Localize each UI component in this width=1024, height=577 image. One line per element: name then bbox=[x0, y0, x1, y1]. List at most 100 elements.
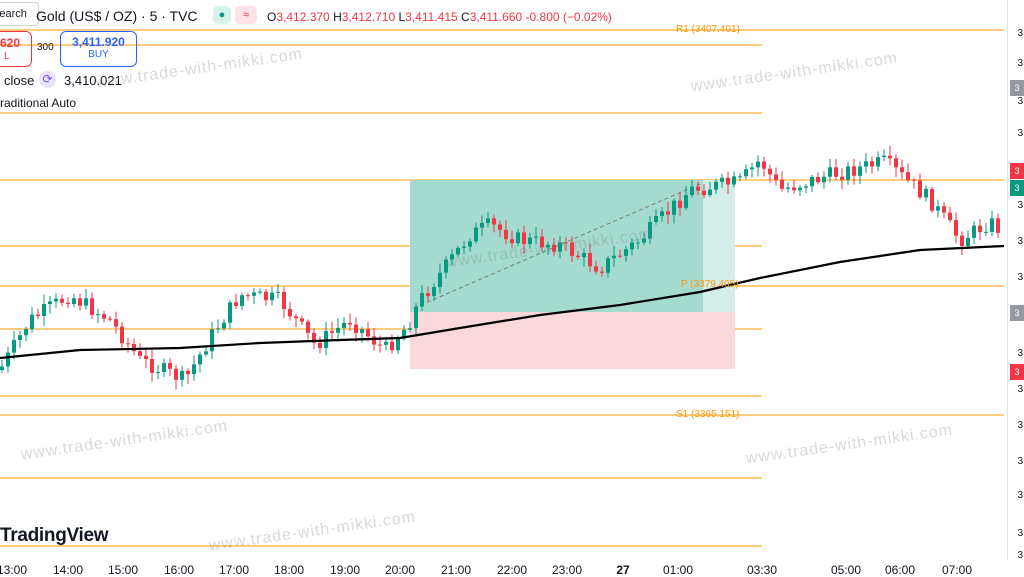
candle-body bbox=[984, 231, 988, 233]
price-scale-tag: 3 bbox=[1010, 180, 1024, 196]
buy-price: 3,411.920 bbox=[72, 35, 125, 49]
candle-body bbox=[216, 328, 220, 330]
candle-body bbox=[414, 306, 418, 329]
candle-body bbox=[456, 247, 460, 255]
price-scale-label: 3 bbox=[1017, 96, 1023, 107]
candle-body bbox=[564, 242, 568, 244]
candle-body bbox=[942, 206, 946, 213]
candle-body bbox=[762, 161, 766, 169]
candle-body bbox=[246, 295, 250, 297]
price-scale-tag: 3 bbox=[1010, 364, 1024, 380]
candle-body bbox=[678, 200, 682, 208]
candle-body bbox=[852, 166, 856, 176]
candle-body bbox=[264, 291, 268, 301]
candle-body bbox=[372, 336, 376, 345]
candle-body bbox=[672, 200, 676, 215]
candle-body bbox=[174, 368, 178, 380]
candle-body bbox=[822, 176, 826, 183]
candle-body bbox=[66, 302, 70, 305]
candle-body bbox=[330, 331, 334, 333]
sell-button[interactable]: 620 L bbox=[0, 31, 32, 67]
candle-body bbox=[0, 366, 4, 370]
candle-body bbox=[534, 236, 538, 238]
candle-body bbox=[132, 343, 136, 352]
candle-body bbox=[438, 272, 442, 288]
eye-icon[interactable]: ● bbox=[213, 6, 231, 24]
price-scale[interactable] bbox=[1007, 0, 1024, 560]
candle-body bbox=[744, 169, 748, 177]
candle-body bbox=[144, 355, 148, 359]
cycle-icon[interactable]: ⟳ bbox=[39, 71, 56, 88]
high-label: H bbox=[333, 10, 342, 24]
candle-body bbox=[234, 302, 238, 306]
price-scale-label: 3 bbox=[1017, 128, 1023, 139]
candle-body bbox=[828, 167, 832, 177]
pivot-level-label: P (3379.405) bbox=[681, 279, 739, 290]
candle-body bbox=[834, 167, 838, 177]
close-value-ohlc: 3,411.660 bbox=[469, 10, 523, 24]
candle-body bbox=[642, 238, 646, 243]
x-axis-tick-label: 18:00 bbox=[273, 563, 305, 577]
price-scale-label: 3 bbox=[1017, 272, 1023, 283]
price-scale-tag: 3 bbox=[1010, 80, 1024, 96]
candle-body bbox=[738, 176, 742, 178]
trend-dashed-line bbox=[413, 183, 701, 309]
candle-body bbox=[846, 166, 850, 180]
candle-body bbox=[618, 255, 622, 257]
symbol-title[interactable]: Gold (US$ / OZ) · 5 · TVC bbox=[36, 8, 198, 24]
candle-body bbox=[480, 223, 484, 228]
candle-body bbox=[990, 218, 994, 232]
candle-body bbox=[546, 244, 550, 248]
candle-body bbox=[78, 298, 82, 306]
candle-body bbox=[720, 177, 724, 182]
candle-body bbox=[864, 161, 868, 167]
candle-body bbox=[276, 291, 280, 293]
candle-body bbox=[510, 239, 514, 244]
spread-value: 300 bbox=[37, 42, 54, 53]
x-axis-tick-label: 21:00 bbox=[440, 563, 472, 577]
price-scale-tag: 3 bbox=[1010, 163, 1024, 179]
buy-button[interactable]: 3,411.920 BUY bbox=[60, 31, 137, 67]
candle-body bbox=[624, 249, 628, 256]
candle-body bbox=[384, 341, 388, 345]
candle-body bbox=[426, 293, 430, 297]
indicator-close-value: 3,410.021 bbox=[64, 73, 122, 88]
candle-body bbox=[378, 344, 382, 346]
candle-body bbox=[36, 314, 40, 316]
candle-body bbox=[390, 341, 394, 351]
candle-body bbox=[102, 314, 106, 319]
indicator-close-label[interactable]: close bbox=[4, 73, 35, 88]
price-scale-label: 3 bbox=[1017, 490, 1023, 501]
candle-body bbox=[24, 329, 28, 336]
candle-body bbox=[450, 254, 454, 260]
candle-body bbox=[252, 292, 256, 296]
tradingview-logo[interactable]: TradingView bbox=[0, 525, 109, 546]
candle-body bbox=[198, 354, 202, 365]
candle-body bbox=[870, 161, 874, 167]
price-scale-label: 3 bbox=[1017, 420, 1023, 431]
candle-body bbox=[432, 287, 436, 297]
x-axis-tick-label: 06:00 bbox=[884, 563, 916, 577]
candle-body bbox=[786, 187, 790, 189]
candle-body bbox=[804, 186, 808, 188]
high-value: 3,412.710 bbox=[341, 10, 396, 24]
wave-icon[interactable]: ≈ bbox=[235, 6, 257, 24]
candle-body bbox=[768, 168, 772, 175]
candle-body bbox=[966, 237, 970, 246]
x-axis-tick-label: 03:30 bbox=[746, 563, 778, 577]
low-value: 3,411.415 bbox=[405, 10, 458, 24]
candle-body bbox=[108, 318, 112, 320]
candle-body bbox=[600, 271, 604, 273]
price-scale-label: 3 bbox=[1017, 550, 1023, 561]
candle-body bbox=[882, 155, 886, 158]
x-axis-tick-label: 22:00 bbox=[496, 563, 528, 577]
candle-body bbox=[228, 302, 232, 323]
candle-body bbox=[186, 370, 190, 375]
candle-body bbox=[162, 363, 166, 372]
candle-body bbox=[504, 229, 508, 240]
pivot-indicator-label[interactable]: raditional Auto bbox=[0, 96, 77, 110]
search-tab[interactable]: Search bbox=[0, 2, 39, 26]
candle-body bbox=[402, 329, 406, 339]
candle-body bbox=[876, 157, 880, 167]
